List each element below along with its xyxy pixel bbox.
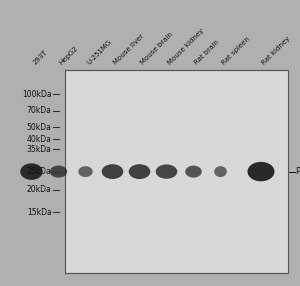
Text: Rat spleen: Rat spleen — [220, 35, 251, 66]
Text: U-251MG: U-251MG — [85, 39, 112, 66]
Text: Mouse kidney: Mouse kidney — [167, 27, 205, 66]
Text: 100kDa: 100kDa — [22, 90, 52, 99]
Ellipse shape — [214, 166, 227, 177]
Text: 20kDa: 20kDa — [27, 185, 52, 194]
Bar — [64, 70, 288, 273]
Ellipse shape — [78, 166, 93, 177]
Text: 293T: 293T — [32, 49, 48, 66]
Ellipse shape — [102, 164, 123, 179]
Ellipse shape — [248, 162, 274, 181]
Text: 15kDa: 15kDa — [27, 208, 52, 217]
Text: HepG2: HepG2 — [58, 45, 80, 66]
Text: Rat brain: Rat brain — [194, 39, 220, 66]
Text: Mouse liver: Mouse liver — [112, 33, 145, 66]
Text: 40kDa: 40kDa — [27, 135, 52, 144]
Ellipse shape — [20, 163, 43, 180]
Text: Rat kidney: Rat kidney — [261, 35, 292, 66]
Text: 70kDa: 70kDa — [27, 106, 52, 115]
Text: Mouse brain: Mouse brain — [140, 31, 174, 66]
Text: 35kDa: 35kDa — [27, 145, 52, 154]
Text: PGAM1: PGAM1 — [296, 167, 300, 176]
Text: 25kDa: 25kDa — [27, 167, 52, 176]
Ellipse shape — [185, 166, 202, 178]
Ellipse shape — [129, 164, 150, 179]
Text: 50kDa: 50kDa — [27, 123, 52, 132]
Ellipse shape — [156, 164, 177, 179]
Ellipse shape — [50, 166, 67, 178]
